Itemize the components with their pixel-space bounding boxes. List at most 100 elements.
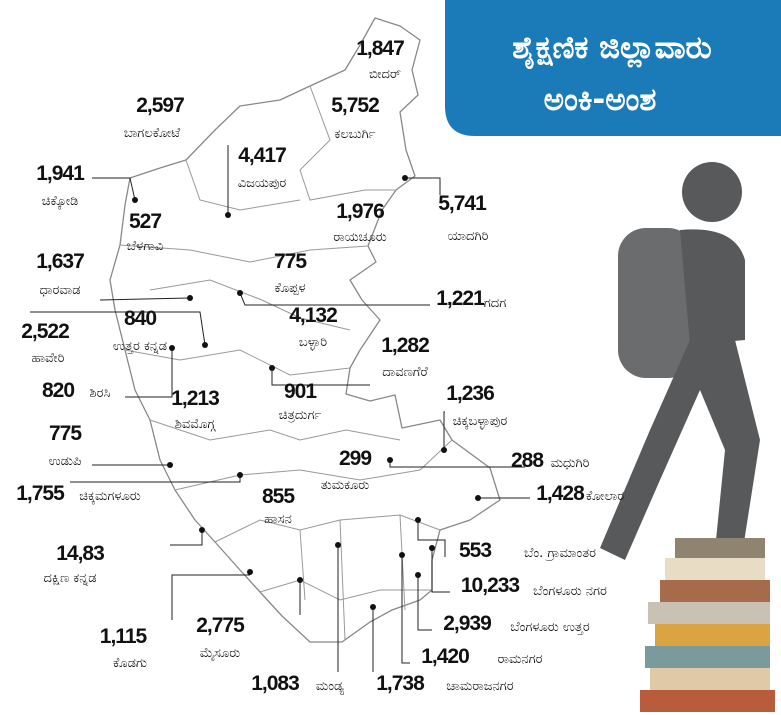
district-value: 5,741 — [438, 192, 487, 215]
district-name: ಚಿಕ್ಕಬಳ್ಳಾಪುರ — [453, 414, 508, 430]
district-value: 1,236 — [446, 382, 494, 405]
district-dot — [387, 457, 393, 463]
leader-line — [271, 368, 370, 386]
district-dot — [402, 175, 408, 181]
district-dot — [132, 197, 138, 203]
district-dot — [415, 572, 421, 578]
district-dot — [199, 527, 205, 533]
district-value: 1,976 — [336, 200, 384, 223]
district-name: ಯಾದಗಿರಿ — [448, 229, 489, 244]
leader-line — [125, 348, 173, 398]
district-value: 775 — [49, 422, 82, 445]
title-line: ಶೈಕ್ಷಣಿಕ ಜಿಲ್ಲಾವಾರು — [512, 30, 712, 69]
district-value: 4,132 — [289, 304, 337, 327]
state-map — [109, 17, 501, 643]
leader-line — [417, 520, 446, 557]
district-name: ಉತ್ತರ ಕನ್ನಡ — [113, 339, 167, 354]
district-name: ಬೆಂಗಳೂರು ನಗರ — [533, 584, 607, 599]
district-value: 2,597 — [136, 94, 184, 117]
leader-line — [405, 177, 441, 195]
district-value: 901 — [284, 380, 317, 403]
district-name: ಚಿಕ್ಕೋಡಿ — [42, 194, 79, 210]
title-line: ಅಂಕಿ-ಅಂಶ — [544, 82, 657, 118]
district-name: ಧಾರವಾಡ — [39, 283, 80, 298]
district-value: 5,752 — [331, 94, 379, 117]
district-value: 2,775 — [196, 614, 245, 637]
district-name: ಚಾಮರಾಜನಗರ — [446, 679, 513, 694]
leader-line — [443, 411, 445, 450]
district-value: 527 — [129, 210, 161, 233]
district-dot — [247, 569, 253, 575]
district-dot — [237, 472, 243, 478]
district-name: ಹಾಸನ — [264, 512, 292, 527]
district-dot — [167, 462, 173, 468]
district-value: 2,939 — [443, 612, 491, 635]
district-value: 840 — [124, 307, 156, 330]
leader-line — [170, 530, 203, 546]
leader-line — [401, 555, 410, 664]
district-dot — [169, 345, 175, 351]
leader-line — [431, 548, 450, 593]
district-dot — [297, 577, 303, 583]
leader-line — [417, 575, 432, 631]
district-name: ತುಮಕೂರು — [321, 478, 370, 493]
leader-line — [171, 574, 250, 620]
district-name: ಬೀದರ್ — [369, 67, 401, 82]
district-dot — [202, 342, 208, 348]
district-name: ಬೆಂ. ಗ್ರಾಮಾಂತರ — [524, 546, 596, 562]
district-value: 1,221 — [436, 287, 485, 310]
district-dot — [441, 447, 447, 453]
district-value: 4,417 — [238, 144, 286, 167]
district-value: 1,738 — [376, 672, 425, 695]
student-figure — [600, 162, 760, 600]
district-name: ದಕ್ಷಿಣ ಕನ್ನಡ — [44, 571, 97, 586]
district-value: 1,428 — [536, 482, 585, 505]
district-value: 855 — [262, 485, 295, 508]
district-value: 1,637 — [36, 250, 84, 273]
district-value: 10,233 — [461, 574, 520, 597]
district-value: 288 — [511, 449, 544, 472]
district-dot — [399, 552, 405, 558]
district-name: ಬೆಳಗಾವಿ — [127, 239, 163, 254]
district-name: ಉಡುಪಿ — [49, 454, 82, 469]
district-name: ಕೊಡಗು — [113, 656, 147, 671]
district-value: 775 — [274, 250, 307, 273]
district-value: 1,420 — [421, 645, 469, 668]
district-name: ಬೆಂಗಳೂರು ಉತ್ತರ — [510, 620, 590, 635]
district-value: 14,83 — [56, 542, 104, 565]
district-name: ಹಾವೇರಿ — [31, 351, 64, 366]
district-name: ಕಲಬುರ್ಗಿ — [334, 127, 375, 142]
district-dot — [415, 517, 421, 523]
district-name: ಮಧುಗಿರಿ — [551, 456, 590, 471]
district-dot — [269, 365, 275, 371]
district-value: 553 — [459, 539, 491, 562]
district-name: ಮಂಡ್ಯ — [316, 679, 344, 695]
district-borders — [119, 85, 453, 641]
district-dot — [429, 545, 435, 551]
district-dot — [237, 290, 243, 296]
district-value: 1,755 — [16, 482, 65, 505]
leader-line — [99, 297, 191, 301]
title-box — [445, 0, 781, 136]
district-value: 1,847 — [356, 37, 404, 60]
district-name: ಗದಗ — [484, 296, 506, 311]
district-dot — [335, 542, 341, 548]
district-value: 820 — [42, 379, 74, 402]
book-stack — [640, 538, 775, 712]
district-name: ಬಾಗಲಕೋಟೆ — [124, 126, 181, 141]
district-value: 2,522 — [21, 320, 69, 343]
district-dot — [370, 604, 376, 610]
district-name: ಶಿವಮೊಗ್ಗ — [175, 417, 216, 432]
leader-line — [239, 292, 430, 306]
district-name: ದಾವಣಗೆರೆ — [382, 365, 428, 380]
district-value: 1,083 — [251, 672, 299, 695]
district-name: ಕೊಪ್ಪಳ — [274, 281, 305, 296]
district-value: 1,115 — [100, 625, 148, 648]
district-name: ಬಳ್ಳಾರಿ — [299, 335, 327, 351]
district-dot — [475, 495, 481, 501]
leader-line — [30, 311, 206, 346]
district-dot — [225, 212, 231, 218]
district-name: ರಾಮನಗರ — [498, 652, 543, 667]
leader-line — [92, 177, 136, 201]
